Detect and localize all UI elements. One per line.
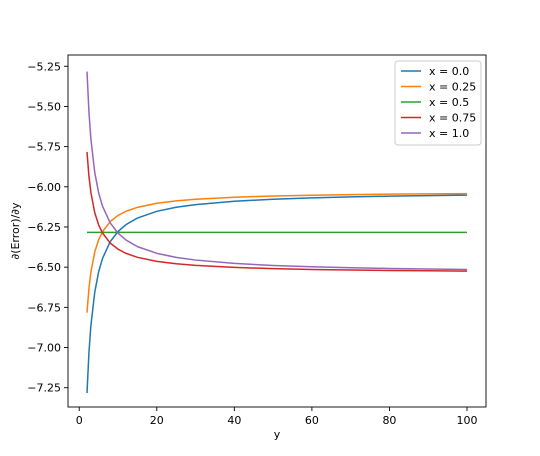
y-tick-label: −5.25 <box>27 60 61 73</box>
y-tick-label: −5.50 <box>27 100 61 113</box>
legend-box <box>394 60 482 146</box>
x-tick-label: 20 <box>150 414 164 427</box>
y-tick-label: −7.00 <box>27 342 61 355</box>
y-axis: −5.25 −5.50 −5.75 −6.00 −6.25 −6.50 −6.75 −7.00… <box>27 60 68 395</box>
x-tick-label: 0 <box>76 414 83 427</box>
y-axis-label: ∂(Error)/∂y <box>9 202 22 259</box>
legend-entry-label: x = 0.0 <box>429 65 469 78</box>
y-tick-label: −6.00 <box>27 181 61 194</box>
legend-entry-label: x = 0.75 <box>429 112 476 125</box>
y-tick-label: −6.50 <box>27 261 61 274</box>
y-tick-label: −7.25 <box>27 382 61 395</box>
x-axis: 0 20 40 60 80 100 <box>76 407 478 427</box>
y-tick-label: −5.75 <box>27 141 61 154</box>
series-line-3 <box>86 151 468 272</box>
x-tick-label: 40 <box>227 414 241 427</box>
x-tick-label: 80 <box>382 414 396 427</box>
x-tick-label: 100 <box>457 414 478 427</box>
legend-entry-label: x = 1.0 <box>429 127 469 140</box>
plot-frame <box>67 54 487 408</box>
legend-entry-label: x = 0.5 <box>429 96 469 109</box>
x-axis-label: y <box>274 428 281 441</box>
y-tick-label: −6.75 <box>27 301 61 314</box>
series-line-0 <box>86 194 468 394</box>
legend: x = 0.0 x = 0.25 x = 0.5 x = 0.75 x = 1.0 <box>394 60 482 146</box>
y-tick-label: −6.25 <box>27 221 61 234</box>
series-line-4 <box>86 71 468 271</box>
series-line-1 <box>86 192 468 313</box>
series-layer <box>86 71 468 394</box>
x-tick-label: 60 <box>305 414 319 427</box>
legend-entry-label: x = 0.25 <box>429 81 476 94</box>
